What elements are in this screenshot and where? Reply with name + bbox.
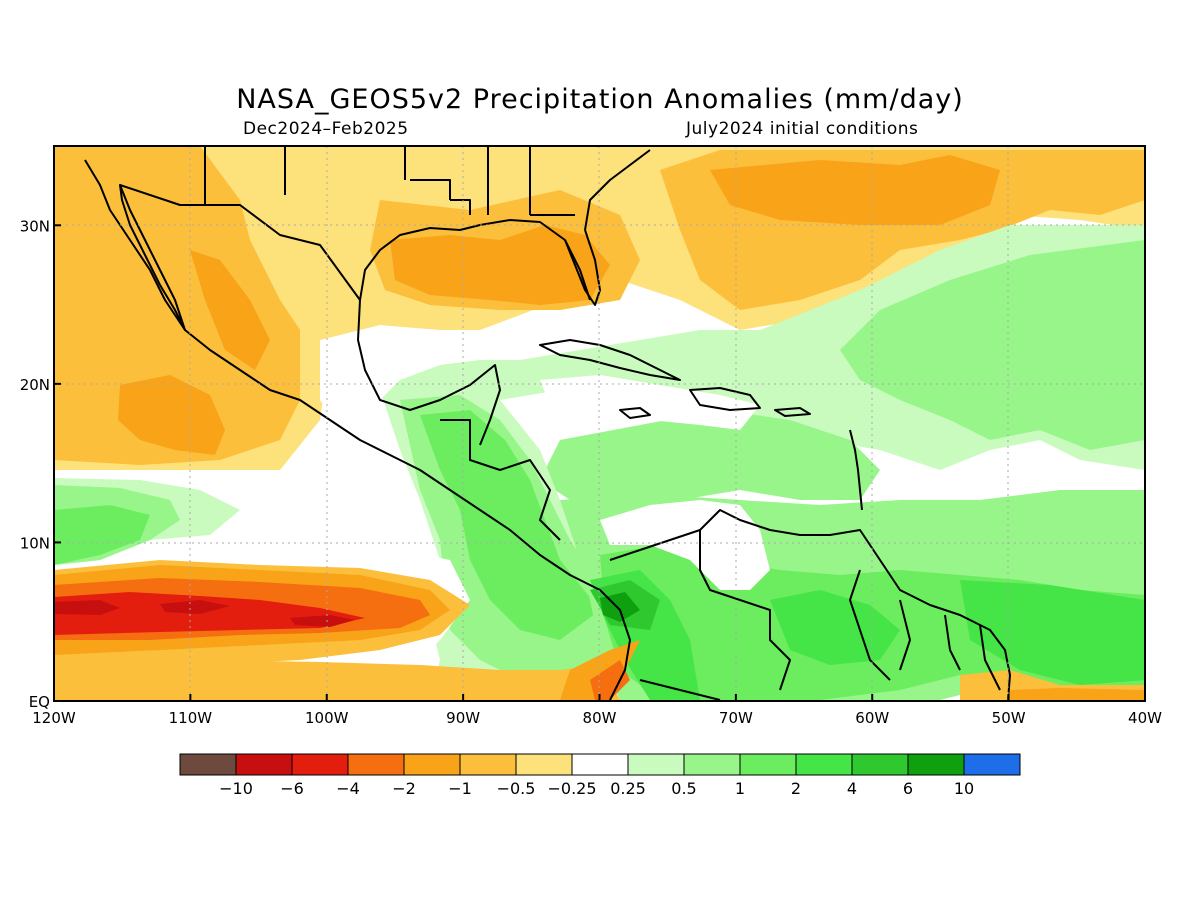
colorbar-label: 0.25 bbox=[610, 779, 646, 798]
anomaly-region-neg-orange-ecuador bbox=[590, 660, 630, 700]
colorbar-swatch bbox=[459, 753, 517, 776]
y-tick-label: 30N bbox=[20, 217, 50, 235]
peru-ecuador-border bbox=[639, 679, 721, 701]
map-title: NASA_GEOS5v2 Precipitation Anomalies (mm… bbox=[236, 84, 964, 115]
colombia-venezuela-border bbox=[699, 530, 791, 691]
anomaly-region-neg-dark-itcz-c bbox=[160, 600, 230, 614]
anomaly-region-neg-dark-itcz-e bbox=[290, 615, 355, 627]
colorbar-swatch bbox=[739, 753, 797, 776]
y-tick-label: 10N bbox=[20, 534, 50, 552]
colorbar-swatch bbox=[347, 753, 405, 776]
colorbar-swatch bbox=[571, 753, 629, 776]
anomaly-region-neg-strong-southeast bbox=[1010, 688, 1145, 700]
x-tick-label: 60W bbox=[855, 709, 889, 727]
colorbar-label: −4 bbox=[336, 779, 360, 798]
florida bbox=[564, 229, 601, 306]
x-tick-label: 100W bbox=[305, 709, 349, 727]
colorbar-label: −1 bbox=[448, 779, 472, 798]
x-axis: 120W 110W 100W 90W 80W 70W 60W 50W 40W bbox=[32, 694, 1162, 727]
baja-peninsula bbox=[119, 184, 186, 331]
gridlines bbox=[54, 146, 1145, 701]
colorbar-label: −6 bbox=[280, 779, 304, 798]
colorbar-label: −10 bbox=[219, 779, 253, 798]
anomaly-region-neg-red-itcz bbox=[54, 592, 365, 635]
anomaly-region-pos-strong-pacific bbox=[54, 505, 150, 565]
central-america-borders bbox=[440, 419, 561, 541]
anomaly-region-neutral-gulf bbox=[320, 325, 500, 430]
y-tick-label: EQ bbox=[29, 693, 50, 711]
colorbar-label: 1 bbox=[735, 779, 745, 798]
colorbar-swatch bbox=[963, 753, 1021, 776]
colorbar-swatch bbox=[683, 753, 741, 776]
anomaly-region-neg-strong-gulf bbox=[390, 225, 610, 305]
y-axis: EQ 10N 20N 30N bbox=[20, 217, 61, 711]
colorbar-swatch bbox=[235, 753, 293, 776]
x-tick-label: 110W bbox=[169, 709, 213, 727]
colorbar-swatch bbox=[795, 753, 853, 776]
gulf-mexico-west bbox=[357, 299, 501, 446]
anomaly-region-neg-med-south bbox=[54, 660, 620, 700]
anomaly-region-pos-med-caribbean bbox=[540, 410, 880, 510]
us-state-lines bbox=[204, 146, 575, 216]
colorbar-label: 2 bbox=[791, 779, 801, 798]
anomaly-region-neg-strong-ecuador bbox=[560, 640, 640, 700]
anomaly-region-neg-strong-mexico bbox=[118, 375, 225, 455]
colorbar-swatch bbox=[403, 753, 461, 776]
coastlines bbox=[84, 146, 1011, 701]
colorbar-label: 0.5 bbox=[671, 779, 696, 798]
anomaly-field bbox=[54, 146, 1145, 701]
guyana-suriname-border bbox=[899, 599, 911, 671]
colorbar-swatch bbox=[179, 753, 237, 776]
colorbar-swatch bbox=[515, 753, 573, 776]
x-tick-label: 80W bbox=[583, 709, 617, 727]
venezuela-guyana-border bbox=[849, 569, 891, 681]
colorbar-label: 4 bbox=[847, 779, 857, 798]
us-east-coast bbox=[584, 149, 651, 231]
x-tick-label: 50W bbox=[992, 709, 1026, 727]
fguiana-brazil-border bbox=[979, 624, 1001, 691]
anomaly-region-neg-med-north-edge bbox=[54, 146, 220, 215]
x-tick-label: 40W bbox=[1128, 709, 1162, 727]
colorbar-label: −0.5 bbox=[497, 779, 536, 798]
colorbar: −10 −6 −4 −2 −1 −0.5 −0.25 0.25 0.5 1 2 4 6 10 bbox=[179, 753, 1021, 798]
jamaica bbox=[619, 407, 651, 419]
suriname-fguiana-border bbox=[944, 614, 961, 671]
colorbar-label: −0.25 bbox=[547, 779, 596, 798]
anomaly-region-pos-strong-central bbox=[420, 410, 600, 640]
anomaly-region-neg-strong-atlantic-core bbox=[710, 155, 1000, 225]
x-tick-label: 70W bbox=[719, 709, 753, 727]
x-tick-label: 90W bbox=[446, 709, 480, 727]
colorbar-swatch bbox=[627, 753, 685, 776]
season-label: Dec2024–Feb2025 bbox=[243, 119, 409, 139]
colorbar-swatch bbox=[851, 753, 909, 776]
mexico-pacific-coast bbox=[84, 159, 631, 701]
south-america-north-coast bbox=[609, 509, 1011, 701]
colorbar-label: −2 bbox=[392, 779, 416, 798]
colorbar-swatch bbox=[291, 753, 349, 776]
anomaly-region-neg-strong-baja bbox=[190, 250, 270, 370]
anomaly-region-pos-med-atlantic bbox=[840, 240, 1145, 450]
puerto-rico bbox=[774, 407, 811, 417]
hispaniola bbox=[689, 387, 761, 411]
colorbar-label: 10 bbox=[954, 779, 974, 798]
anomaly-region-pos-brighter-guiana bbox=[770, 590, 900, 665]
colorbar-label: 6 bbox=[903, 779, 913, 798]
y-tick-label: 20N bbox=[20, 376, 50, 394]
anomaly-region-neutral-caribbean bbox=[540, 375, 760, 430]
x-tick-label: 120W bbox=[32, 709, 76, 727]
colorbar-swatch bbox=[907, 753, 965, 776]
cuba bbox=[539, 339, 681, 381]
anomaly-region-neg-dark-itcz-w bbox=[54, 600, 120, 615]
anomaly-region-neutral-venezuela bbox=[600, 500, 770, 590]
lesser-antilles bbox=[849, 429, 863, 511]
initial-conditions-label: July2024 initial conditions bbox=[686, 119, 919, 139]
